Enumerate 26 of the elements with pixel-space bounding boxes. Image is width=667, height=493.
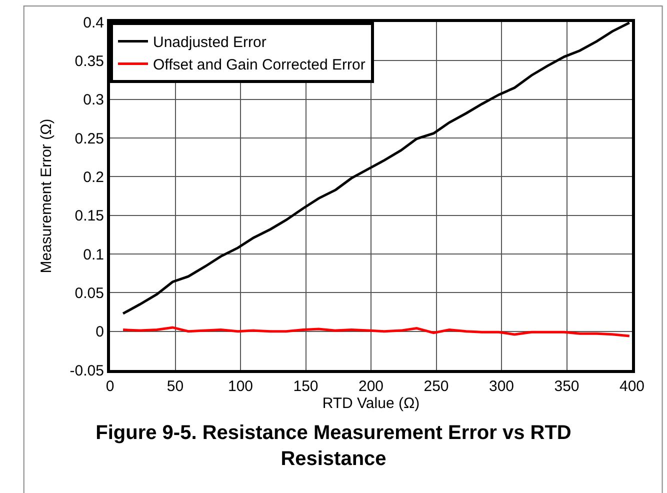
text: Figure 9-5. Resistance Measurement Error vs RTD Resistance <box>96 422 572 470</box>
line-series <box>122 326 631 338</box>
legend-label: Offset and Gain Corrected Error <box>153 56 366 74</box>
line-series <box>122 22 631 315</box>
y-tick-label: 0 <box>96 324 104 341</box>
y-tick-label: 0.1 <box>83 246 104 264</box>
y-tick-label: 0.05 <box>74 284 104 302</box>
x-axis-title: RTD Value (Ω) <box>322 395 420 412</box>
y-tick-label: 0.4 <box>83 14 104 32</box>
y-tick-label: 0.35 <box>74 52 104 70</box>
x-tick-label: 0 <box>106 378 114 395</box>
x-tick-label: 250 <box>424 378 449 395</box>
y-tick-label: 0.3 <box>83 92 104 109</box>
y-tick-label: -0.05 <box>70 362 104 380</box>
x-tick-label: 100 <box>228 378 254 395</box>
x-tick-label: 350 <box>554 378 580 395</box>
x-tick-label: 200 <box>358 378 384 395</box>
x-tick-label: 400 <box>619 378 645 395</box>
legend-label: Unadjusted Error <box>153 34 266 52</box>
x-tick-label: 150 <box>293 378 318 395</box>
y-axis-title: Measurement Error (Ω) <box>38 118 56 274</box>
x-tick-label: 50 <box>166 378 184 395</box>
y-tick-label: 0.15 <box>74 208 104 225</box>
y-tick-label: 0.25 <box>74 130 104 148</box>
y-tick-label: 0.2 <box>83 168 104 186</box>
x-tick-label: 300 <box>488 378 514 395</box>
